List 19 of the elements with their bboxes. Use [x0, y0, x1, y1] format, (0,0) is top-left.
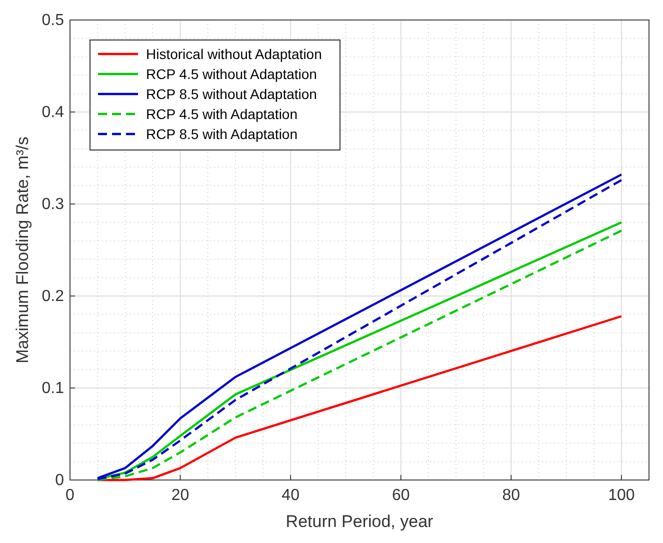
y-axis-title: Maximum Flooding Rate, m³/s [13, 136, 32, 364]
x-tick-label: 100 [608, 487, 635, 504]
legend-label: RCP 8.5 with Adaptation [146, 126, 298, 142]
x-tick-label: 80 [502, 487, 520, 504]
y-tick-label: 0.1 [42, 380, 64, 397]
x-tick-label: 20 [171, 487, 190, 504]
legend-label: RCP 8.5 without Adaptation [146, 86, 317, 102]
y-tick-label: 0.3 [42, 196, 64, 213]
x-axis-title: Return Period, year [286, 512, 434, 531]
y-tick-label: 0.2 [42, 288, 64, 305]
x-tick-label: 60 [392, 487, 410, 504]
legend-label: RCP 4.5 with Adaptation [146, 106, 298, 122]
legend-label: Historical without Adaptation [146, 46, 322, 62]
y-tick-label: 0 [55, 472, 64, 489]
y-tick-label: 0.4 [42, 104, 64, 121]
legend-label: RCP 4.5 without Adaptation [146, 66, 317, 82]
x-tick-label: 40 [282, 487, 300, 504]
y-tick-label: 0.5 [42, 12, 64, 29]
x-tick-label: 0 [66, 487, 75, 504]
